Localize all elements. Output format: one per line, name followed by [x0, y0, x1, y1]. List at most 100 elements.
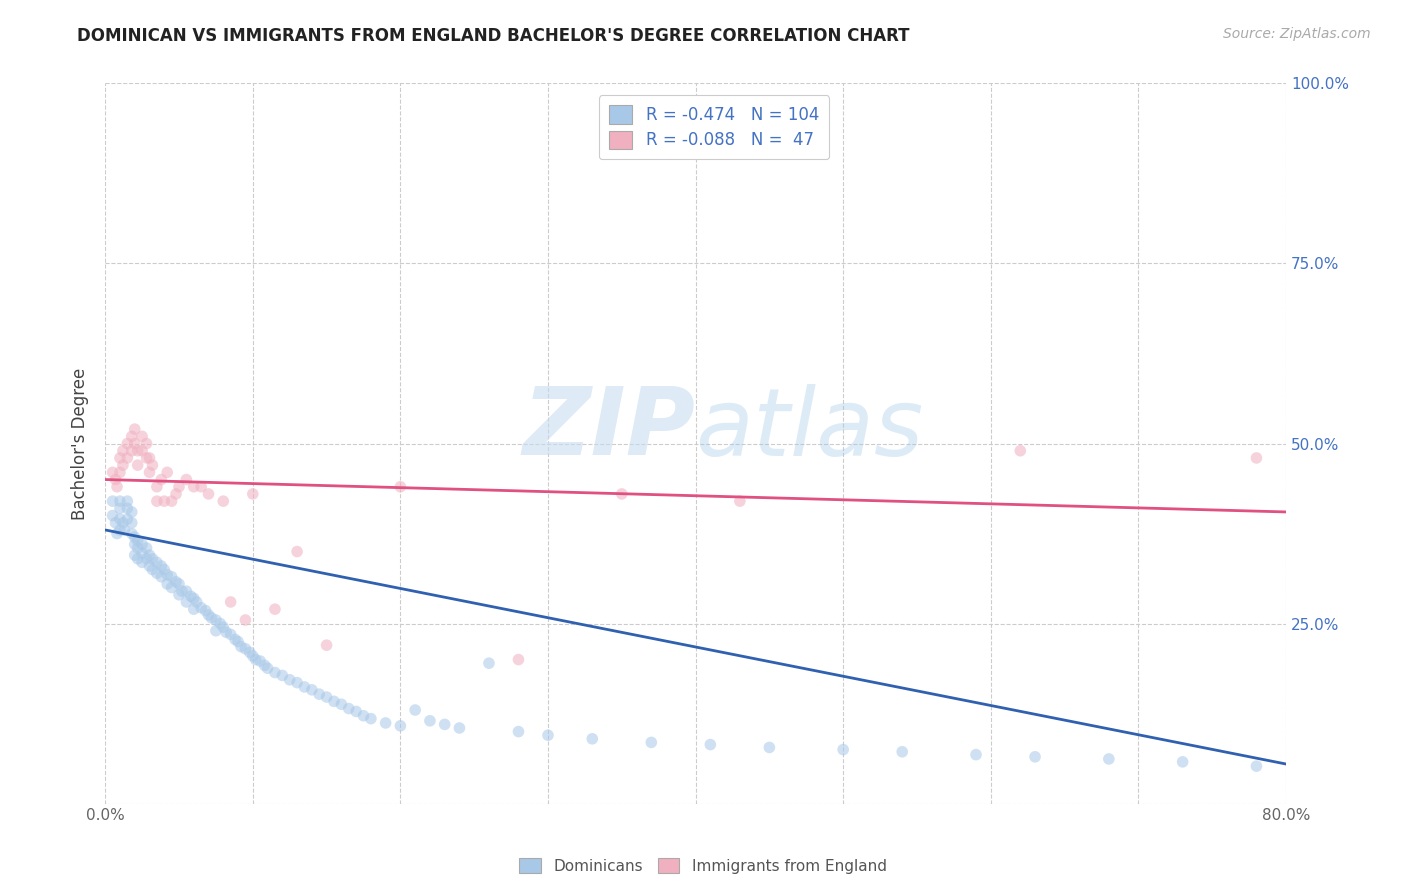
Point	[121, 516, 143, 530]
Point	[226, 634, 249, 648]
Point	[160, 494, 183, 508]
Point	[508, 724, 530, 739]
Y-axis label: Bachelor's Degree: Bachelor's Degree	[72, 368, 89, 520]
Point	[285, 675, 308, 690]
Point	[138, 548, 160, 562]
Point	[728, 494, 751, 508]
Point	[124, 422, 146, 436]
Point	[127, 541, 149, 555]
Point	[108, 501, 131, 516]
Point	[1171, 755, 1194, 769]
Point	[150, 570, 173, 584]
Point	[197, 487, 219, 501]
Point	[108, 494, 131, 508]
Point	[104, 516, 127, 530]
Point	[197, 607, 219, 622]
Point	[131, 537, 153, 551]
Point	[135, 450, 157, 465]
Point	[135, 551, 157, 566]
Point	[419, 714, 441, 728]
Point	[315, 638, 337, 652]
Point	[124, 548, 146, 562]
Point	[239, 645, 262, 659]
Point	[242, 487, 264, 501]
Point	[156, 577, 179, 591]
Point	[235, 641, 257, 656]
Point	[167, 480, 190, 494]
Point	[117, 501, 139, 516]
Point	[315, 690, 337, 704]
Point	[108, 450, 131, 465]
Point	[245, 652, 267, 666]
Point	[160, 581, 183, 595]
Point	[209, 616, 232, 631]
Point	[112, 523, 135, 537]
Point	[121, 505, 143, 519]
Point	[131, 443, 153, 458]
Text: DOMINICAN VS IMMIGRANTS FROM ENGLAND BACHELOR'S DEGREE CORRELATION CHART: DOMINICAN VS IMMIGRANTS FROM ENGLAND BAC…	[77, 27, 910, 45]
Point	[111, 458, 134, 472]
Point	[212, 620, 235, 634]
Point	[264, 602, 287, 616]
Point	[200, 611, 222, 625]
Point	[176, 595, 198, 609]
Point	[212, 494, 235, 508]
Point	[117, 512, 139, 526]
Point	[389, 719, 412, 733]
Point	[965, 747, 987, 762]
Point	[264, 665, 287, 680]
Point	[108, 512, 131, 526]
Point	[108, 523, 131, 537]
Point	[141, 551, 163, 566]
Point	[180, 589, 202, 603]
Point	[478, 656, 501, 670]
Point	[105, 526, 128, 541]
Text: Source: ZipAtlas.com: Source: ZipAtlas.com	[1223, 27, 1371, 41]
Point	[1024, 749, 1046, 764]
Point	[537, 728, 560, 742]
Point	[205, 613, 228, 627]
Point	[124, 530, 146, 544]
Point	[150, 473, 173, 487]
Point	[101, 508, 124, 523]
Point	[640, 735, 662, 749]
Point	[167, 577, 190, 591]
Point	[138, 558, 160, 573]
Point	[832, 742, 855, 756]
Point	[186, 595, 208, 609]
Point	[433, 717, 456, 731]
Point	[404, 703, 426, 717]
Point	[153, 563, 176, 577]
Point	[146, 480, 169, 494]
Text: atlas: atlas	[696, 384, 924, 475]
Point	[235, 613, 257, 627]
Point	[156, 466, 179, 480]
Point	[242, 648, 264, 663]
Point	[127, 458, 149, 472]
Point	[176, 584, 198, 599]
Point	[121, 526, 143, 541]
Point	[105, 480, 128, 494]
Point	[121, 429, 143, 443]
Point	[183, 602, 205, 616]
Point	[111, 443, 134, 458]
Point	[170, 584, 193, 599]
Point	[127, 533, 149, 548]
Point	[160, 570, 183, 584]
Point	[278, 673, 301, 687]
Point	[194, 604, 217, 618]
Point	[141, 458, 163, 472]
Point	[353, 708, 375, 723]
Point	[135, 541, 157, 555]
Point	[104, 473, 127, 487]
Point	[271, 668, 294, 682]
Point	[360, 712, 382, 726]
Point	[229, 640, 252, 654]
Point	[176, 473, 198, 487]
Point	[1010, 443, 1032, 458]
Point	[190, 600, 212, 615]
Point	[330, 698, 353, 712]
Point	[1098, 752, 1121, 766]
Point	[389, 480, 412, 494]
Point	[124, 537, 146, 551]
